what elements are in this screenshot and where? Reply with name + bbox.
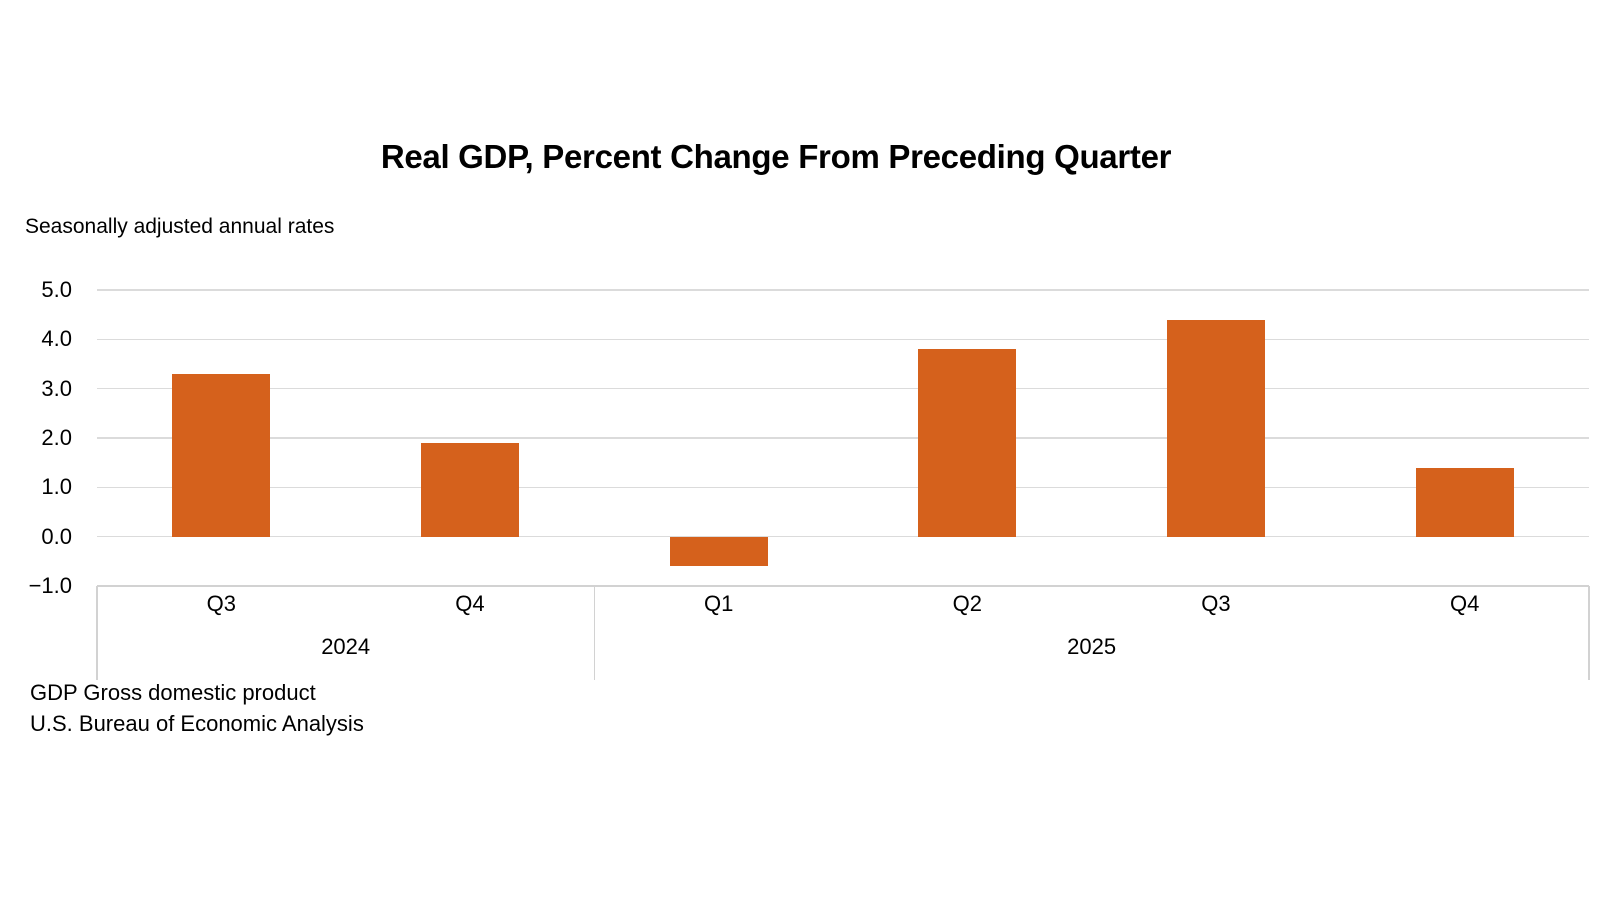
axis-group-separator (593, 586, 596, 680)
bar-q2-value-3.8 (918, 349, 1017, 537)
gridline-2.0 (97, 437, 1589, 439)
y-axis-tick-label: 5.0 (41, 277, 72, 302)
x-axis-quarter-label: Q4 (455, 591, 485, 616)
bar-q1-value--0.6 (669, 536, 768, 567)
y-axis-tick-label: 1.0 (41, 474, 72, 500)
chart-subtitle: Seasonally adjusted annual rates (25, 215, 335, 238)
gridline-−1.0 (97, 585, 1589, 587)
gridline-4.0 (97, 338, 1589, 341)
x-axis-year-label-2024: 2024 (321, 634, 371, 659)
bar-q4-value-1.4 (1415, 467, 1514, 537)
y-axis-tick-label: 0.0 (41, 523, 72, 549)
axis-group-separator (96, 586, 98, 680)
footnote-source: U.S. Bureau of Economic Analysis (30, 711, 364, 736)
bar-q4-value-1.9 (421, 442, 519, 537)
gridline-0.0 (97, 535, 1589, 538)
gridline-1.0 (97, 486, 1589, 489)
gridline-3.0 (97, 387, 1589, 390)
axis-group-separator (1588, 586, 1590, 680)
y-axis-tick-label: 2.0 (41, 425, 72, 450)
x-axis-year-label-2025: 2025 (1067, 634, 1117, 659)
x-axis-quarter-label: Q3 (206, 591, 236, 616)
x-axis-quarter-label: Q1 (703, 591, 734, 616)
bar-q3-value-4.4 (1167, 319, 1265, 537)
chart-title: Real GDP, Percent Change From Preceding … (380, 138, 1172, 175)
bar-q3-value-3.3 (172, 373, 271, 537)
footnote-gdp-definition: GDP Gross domestic product (30, 680, 316, 705)
x-axis-quarter-label: Q3 (1201, 591, 1231, 616)
x-axis-quarter-label: Q4 (1449, 591, 1480, 616)
y-axis-tick-label: 3.0 (41, 375, 72, 401)
gridline-5.0 (97, 289, 1589, 291)
x-axis-quarter-label: Q2 (952, 591, 982, 616)
y-axis-tick-label: 4.0 (41, 326, 72, 352)
y-axis-tick-label: −1.0 (28, 573, 72, 598)
